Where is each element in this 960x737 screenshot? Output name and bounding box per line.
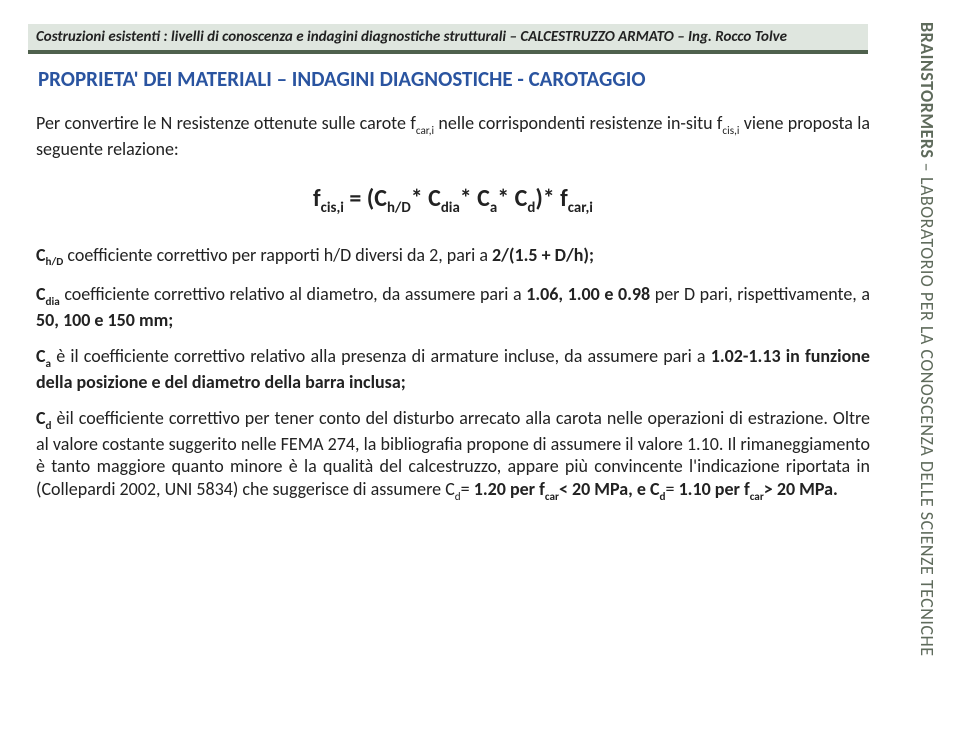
ca-sym: C bbox=[36, 345, 46, 367]
chd-sym: C bbox=[36, 244, 46, 266]
f-t4: )* f bbox=[535, 184, 567, 213]
f-c2-sub: dia bbox=[441, 198, 460, 216]
f-t2: * C bbox=[460, 184, 490, 213]
sidebar-vertical-label: BRAINSTORMERS – LABORATORIO PER LA CONOS… bbox=[912, 22, 942, 714]
section-title: PROPRIETA' DEI MATERIALI – INDAGINI DIAG… bbox=[38, 66, 646, 92]
cd-sym: C bbox=[36, 407, 46, 429]
intro-paragraph: Per convertire le N resistenze ottenute … bbox=[36, 112, 870, 160]
header-bar: Costruzioni esistenti : livelli di conos… bbox=[28, 24, 868, 54]
cd-f1-sub: car bbox=[545, 489, 559, 503]
paragraph-cdia: Cdia coefficiente correttivo relativo al… bbox=[36, 283, 870, 331]
sidebar-strong: BRAINSTORMERS bbox=[916, 22, 938, 158]
sidebar-rest: LABORATORIO PER LA CONOSCENZA DELLE SCIE… bbox=[916, 177, 938, 657]
cd-c-sub: d bbox=[455, 489, 461, 503]
paragraph-ca: Ca è il coefficiente correttivo relativo… bbox=[36, 345, 870, 393]
intro-sub2: cis,i bbox=[722, 123, 739, 137]
intro-sub1: car,i bbox=[416, 123, 434, 137]
cdia-sub: dia bbox=[46, 294, 60, 308]
cd-f2-sub: car bbox=[750, 489, 764, 503]
cd-bold2: < 20 MPa, e C bbox=[559, 478, 660, 500]
chd-txt1: coefficiente correttivo per rapporti h/D… bbox=[63, 244, 492, 266]
f-c4-sub: d bbox=[527, 198, 535, 216]
content-block: Per convertire le N resistenze ottenute … bbox=[36, 112, 870, 517]
cdia-txt1: coefficiente correttivo relativo al diam… bbox=[60, 283, 526, 305]
f-lhs: f bbox=[313, 184, 321, 213]
cd-eq2: = bbox=[666, 478, 679, 500]
chd-bold1: 2/(1.5 + D/h); bbox=[492, 244, 594, 266]
cd-bold4: > 20 MPa. bbox=[764, 478, 838, 500]
f-t3: * C bbox=[497, 184, 527, 213]
ca-sub: a bbox=[46, 356, 52, 370]
slide-page: Costruzioni esistenti : livelli di conos… bbox=[0, 0, 960, 737]
cdia-bold2: 50, 100 e 150 mm; bbox=[36, 309, 173, 331]
chd-sub: h/D bbox=[46, 254, 64, 268]
f-rhs-sub: car,i bbox=[568, 198, 593, 216]
intro-pre1: Per convertire le N resistenze ottenute … bbox=[36, 112, 416, 134]
cd-c2-sub: d bbox=[660, 489, 666, 503]
cd-sub: d bbox=[46, 418, 52, 432]
paragraph-cd: Cd èil coefficiente correttivo per tener… bbox=[36, 407, 870, 503]
paragraph-chd: Ch/D coefficiente correttivo per rapport… bbox=[36, 244, 870, 270]
sidebar-sep: – bbox=[916, 158, 938, 177]
f-eq: = (C bbox=[349, 184, 387, 213]
f-c1-sub: h/D bbox=[387, 198, 411, 216]
formula: fcis,i = (Ch/D* Cdia* Ca* Cd)* fcar,i bbox=[36, 184, 870, 216]
cd-bold3: 1.10 per f bbox=[679, 478, 750, 500]
cdia-txt2: per D pari, rispettivamente, a bbox=[650, 283, 870, 305]
cdia-bold1: 1.06, 1.00 e 0.98 bbox=[526, 283, 650, 305]
cd-bold1: 1.20 per f bbox=[474, 478, 545, 500]
f-t1: * C bbox=[411, 184, 441, 213]
cdia-sym: C bbox=[36, 283, 46, 305]
intro-mid1: nelle corrispondenti resistenze in-situ … bbox=[434, 112, 722, 134]
f-lhs-sub: cis,i bbox=[321, 198, 344, 216]
cd-c-sym: C bbox=[445, 478, 455, 500]
cd-eq1: = bbox=[461, 478, 474, 500]
header-text: Costruzioni esistenti : livelli di conos… bbox=[36, 28, 787, 46]
f-c3-sub: a bbox=[490, 198, 497, 216]
ca-txt1: è il coefficiente correttivo relativo al… bbox=[51, 345, 711, 367]
